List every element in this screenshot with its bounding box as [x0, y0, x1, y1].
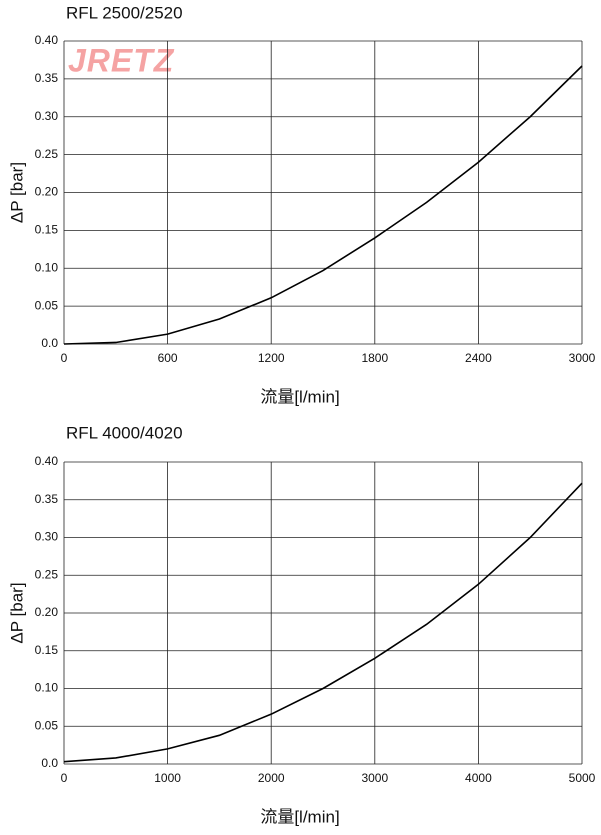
y-tick-label: 0.30 [35, 109, 59, 123]
x-tick-label: 0 [61, 351, 68, 365]
y-tick-label: 0.10 [35, 681, 59, 695]
y-tick-label: 0.20 [35, 605, 59, 619]
y-tick-label: 0.40 [35, 33, 59, 47]
y-tick-label: 0.05 [35, 298, 59, 312]
x-tick-label: 3000 [361, 771, 388, 785]
x-tick-label: 1800 [361, 351, 388, 365]
chart-title: RFL 2500/2520 [66, 3, 183, 22]
y-tick-label: 0.20 [35, 185, 59, 199]
y-tick-label: 0.35 [35, 492, 59, 506]
y-tick-label: 0.15 [35, 643, 59, 657]
x-tick-label: 0 [61, 771, 68, 785]
y-tick-label: 0.15 [35, 223, 59, 237]
x-tick-label: 3000 [569, 351, 596, 365]
line-series [63, 482, 583, 763]
y-tick-label: 0.35 [35, 71, 59, 85]
line-series [63, 65, 583, 345]
logo: JRETZ [68, 42, 175, 78]
x-tick-label: 2400 [465, 351, 492, 365]
x-tick-label: 2000 [258, 771, 285, 785]
x-axis-label: 流量[l/min] [260, 387, 339, 406]
x-tick-label: 600 [158, 351, 178, 365]
y-tick-label: 0.30 [35, 530, 59, 544]
y-axis-label: ΔP [bar] [7, 162, 26, 223]
x-tick-label: 5000 [569, 771, 596, 785]
y-tick-label: 0.40 [35, 454, 59, 468]
y-tick-label: 0.0 [41, 336, 58, 350]
x-tick-label: 1200 [258, 351, 285, 365]
y-axis-label: ΔP [bar] [7, 582, 26, 643]
y-tick-label: 0.10 [35, 260, 59, 274]
x-tick-label: 1000 [154, 771, 181, 785]
y-tick-label: 0.05 [35, 718, 59, 732]
y-tick-label: 0.25 [35, 567, 59, 581]
x-axis-label: 流量[l/min] [260, 807, 339, 826]
chart-title: RFL 4000/4020 [66, 423, 183, 442]
y-tick-label: 0.0 [41, 756, 58, 770]
y-tick-label: 0.25 [35, 147, 59, 161]
x-tick-label: 4000 [465, 771, 492, 785]
